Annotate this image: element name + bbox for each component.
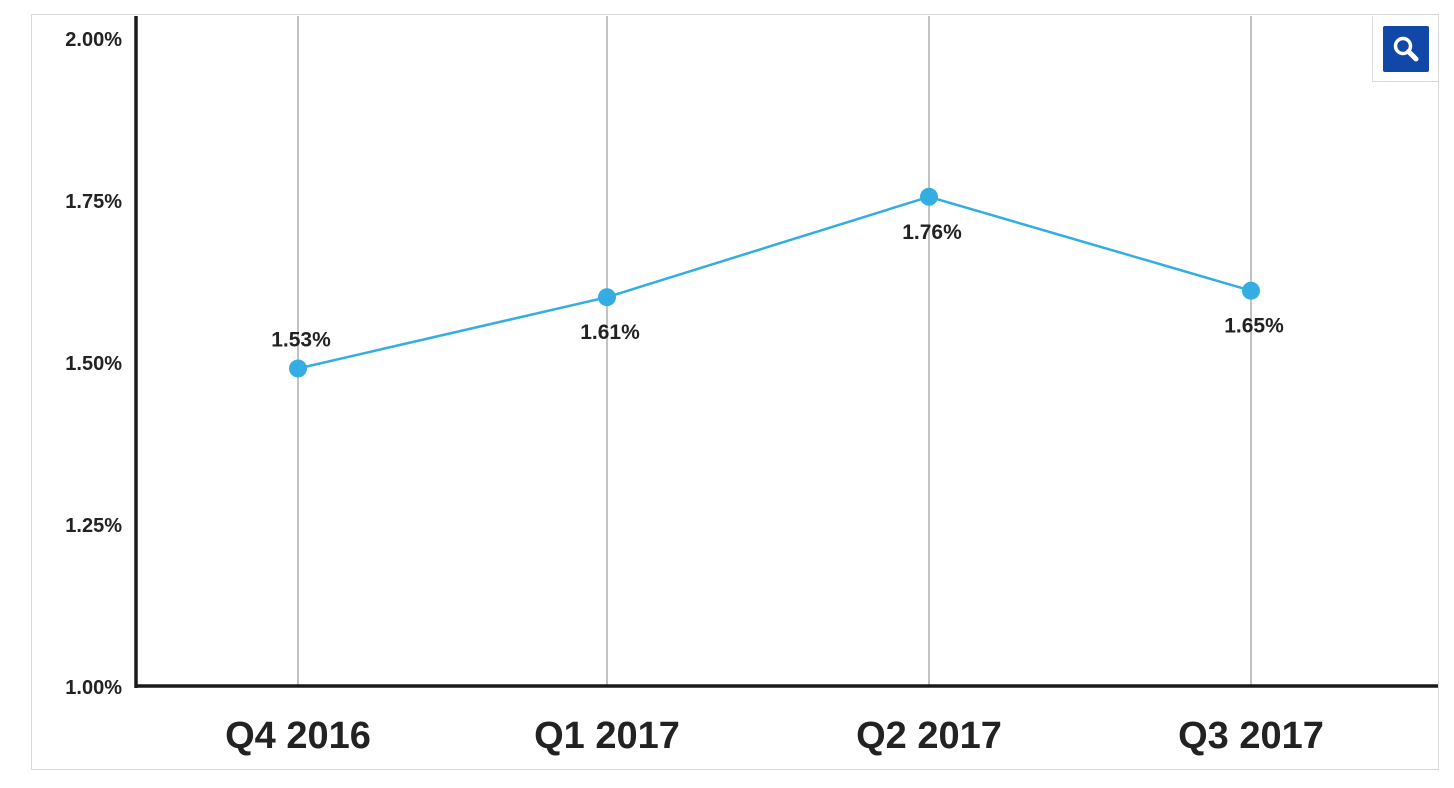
x-tick-label: Q4 2016 — [225, 715, 371, 757]
zoom-button[interactable] — [1383, 26, 1429, 72]
series-line-group — [289, 187, 1260, 378]
data-label: 1.76% — [902, 221, 962, 244]
data-point — [289, 359, 307, 378]
y-tick-label: 1.25% — [65, 515, 122, 537]
x-tick-label: Q3 2017 — [1178, 715, 1324, 757]
data-point — [920, 187, 938, 206]
gridlines — [297, 16, 1252, 686]
data-point — [598, 288, 616, 307]
y-tick-label: 1.00% — [65, 677, 122, 699]
x-tick-label: Q1 2017 — [534, 715, 680, 757]
y-tick-label: 2.00% — [65, 29, 122, 51]
series-line — [297, 195, 1252, 370]
y-tick-label: 1.50% — [65, 353, 122, 375]
data-label: 1.61% — [580, 321, 640, 344]
x-tick-label: Q2 2017 — [856, 715, 1002, 757]
y-tick-label: 1.75% — [65, 191, 122, 213]
magnifier-icon — [1393, 36, 1419, 62]
y-tick-labels: 1.00% 1.25% 1.50% 1.75% 2.00% — [65, 29, 122, 699]
axes — [134, 16, 1438, 688]
x-tick-labels: Q4 2016 Q1 2017 Q2 2017 Q3 2017 — [225, 715, 1324, 757]
data-labels: 1.53% 1.61% 1.76% 1.65% — [271, 221, 1284, 352]
data-point — [1242, 281, 1260, 300]
data-label: 1.65% — [1224, 315, 1284, 338]
zoom-panel — [1372, 16, 1438, 82]
data-label: 1.53% — [271, 328, 331, 351]
chart-frame — [31, 14, 1439, 770]
